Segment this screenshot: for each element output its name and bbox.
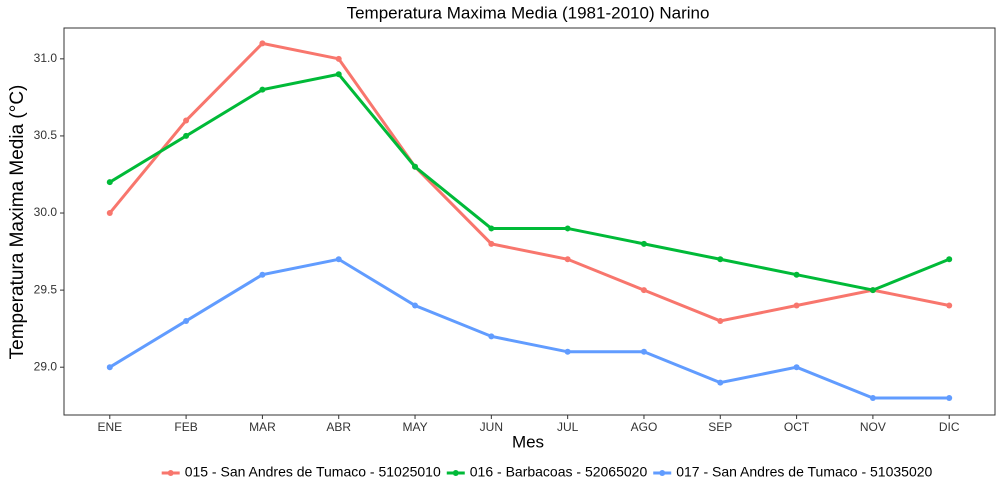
data-point xyxy=(106,179,113,186)
data-point xyxy=(793,364,800,371)
data-point xyxy=(564,348,571,355)
x-tick-label: ENE xyxy=(97,420,122,434)
legend-label: 015 - San Andres de Tumaco - 51025010 xyxy=(185,464,441,480)
x-tick-label: DIC xyxy=(939,420,960,434)
series-line xyxy=(108,41,950,323)
data-point xyxy=(869,395,876,402)
data-point xyxy=(717,317,724,324)
x-tick-label: JUN xyxy=(480,420,503,434)
data-point xyxy=(183,117,190,124)
y-axis-title: Temperatura Maxima Media (°C) xyxy=(7,85,28,360)
data-point xyxy=(412,163,419,170)
data-point xyxy=(488,225,495,232)
data-point xyxy=(640,287,647,294)
x-tick-label: SEP xyxy=(708,420,732,434)
data-point xyxy=(564,256,571,263)
data-point xyxy=(640,348,647,355)
data-point xyxy=(259,271,266,278)
data-point xyxy=(259,40,266,47)
x-tick-label: JUL xyxy=(557,420,579,434)
data-point xyxy=(793,302,800,309)
y-tick-label: 29.0 xyxy=(34,359,58,373)
x-axis-title: Mes xyxy=(512,432,544,451)
plot-panel xyxy=(63,27,996,416)
chart-title: Temperatura Maxima Media (1981-2010) Nar… xyxy=(347,3,710,22)
y-tick-label: 31.0 xyxy=(34,51,58,65)
legend-label: 016 - Barbacoas - 52065020 xyxy=(470,464,648,480)
data-point xyxy=(564,225,571,232)
series-line xyxy=(109,257,950,400)
legend-key-point xyxy=(452,470,459,476)
x-tick-label: NOV xyxy=(860,420,886,434)
x-tick-label: ABR xyxy=(326,420,351,434)
legend-label: 017 - San Andres de Tumaco - 51035020 xyxy=(676,464,932,480)
data-point xyxy=(106,210,113,217)
data-point xyxy=(640,240,647,247)
legend-key-point xyxy=(659,470,666,476)
legend-key-point xyxy=(167,470,174,476)
data-point xyxy=(183,132,190,139)
data-point xyxy=(183,317,190,324)
data-point xyxy=(717,256,724,263)
data-point xyxy=(793,271,800,278)
x-tick-label: OCT xyxy=(784,420,810,434)
data-point xyxy=(946,395,953,402)
y-tick-label: 29.5 xyxy=(34,282,58,296)
data-point xyxy=(488,333,495,340)
y-tick-label: 30.5 xyxy=(34,128,58,142)
data-point xyxy=(946,256,953,263)
data-point xyxy=(335,71,342,78)
y-tick-label: 30.0 xyxy=(34,205,58,219)
data-point xyxy=(488,240,495,247)
data-point xyxy=(335,55,342,62)
data-point xyxy=(259,86,266,93)
data-point xyxy=(869,287,876,294)
x-tick-label: MAR xyxy=(249,420,276,434)
series-line xyxy=(109,72,950,292)
x-tick-label: FEB xyxy=(174,420,197,434)
x-tick-label: MAY xyxy=(402,420,427,434)
x-tick-label: AGO xyxy=(631,420,658,434)
data-point xyxy=(412,302,419,309)
data-point xyxy=(717,379,724,386)
data-point xyxy=(335,256,342,263)
data-point xyxy=(106,364,113,371)
legend: 015 - San Andres de Tumaco - 51025010 016… xyxy=(161,464,933,480)
data-point xyxy=(946,302,953,309)
